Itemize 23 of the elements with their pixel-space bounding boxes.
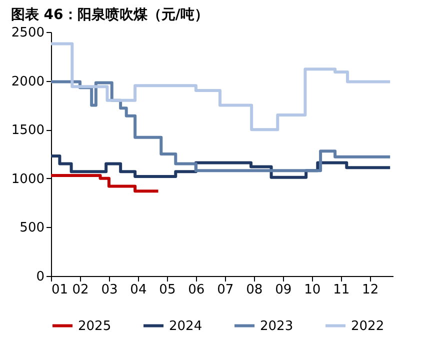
y-tick-label: 2500 xyxy=(11,26,44,40)
y-tick-label: 500 xyxy=(20,220,44,236)
legend-label: 2022 xyxy=(351,318,384,334)
x-tick-label: 09 xyxy=(275,282,292,298)
x-tick-label: 01 xyxy=(52,282,68,298)
y-tick-label: 1000 xyxy=(11,172,44,187)
x-tick-label: 12 xyxy=(362,282,379,298)
x-tick-label: 08 xyxy=(246,282,263,298)
y-tick-label: 1500 xyxy=(11,123,44,138)
x-tick-label: 11 xyxy=(333,282,350,298)
legend-label: 2023 xyxy=(260,318,294,334)
y-tick-label: 0 xyxy=(36,270,44,284)
x-tick-label: 05 xyxy=(159,282,176,298)
y-tick-label: 2000 xyxy=(11,74,44,90)
x-tick-label: 10 xyxy=(304,282,321,298)
x-tick-label: 06 xyxy=(188,282,205,298)
x-tick-label: 03 xyxy=(101,282,118,298)
legend-label: 2025 xyxy=(78,318,112,334)
legend-label: 2024 xyxy=(169,318,202,334)
x-tick-label: 02 xyxy=(72,282,89,298)
x-tick-label: 04 xyxy=(130,282,147,298)
x-tick-label: 07 xyxy=(217,282,234,298)
chart-title: 图表 46：阳泉喷吹煤（元/吨） xyxy=(10,7,208,23)
